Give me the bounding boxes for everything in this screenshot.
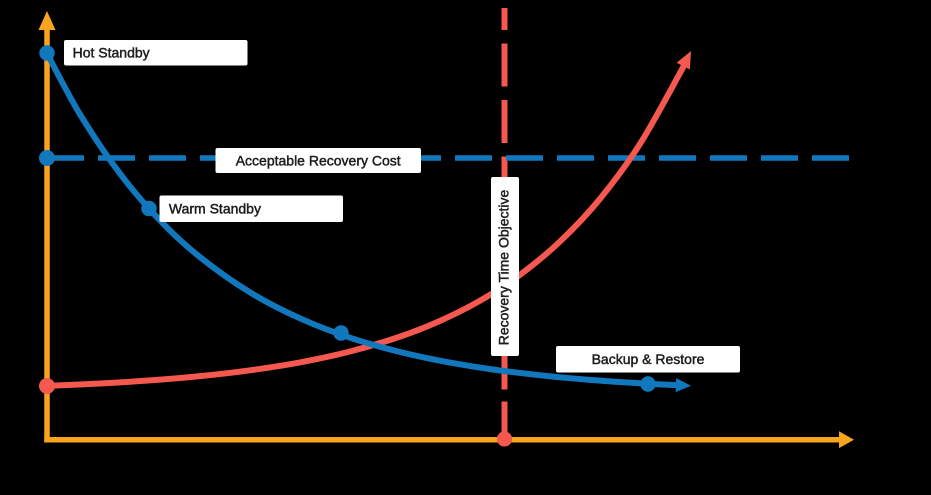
svg-text:Recovery Time Objective: Recovery Time Objective	[496, 189, 512, 345]
svg-text:Hot Standby: Hot Standby	[73, 44, 150, 60]
svg-text:Warm Standby: Warm Standby	[169, 201, 261, 217]
svg-text:Acceptable Recovery Cost: Acceptable Recovery Cost	[236, 152, 401, 168]
svg-text:Backup & Restore: Backup & Restore	[592, 351, 705, 367]
